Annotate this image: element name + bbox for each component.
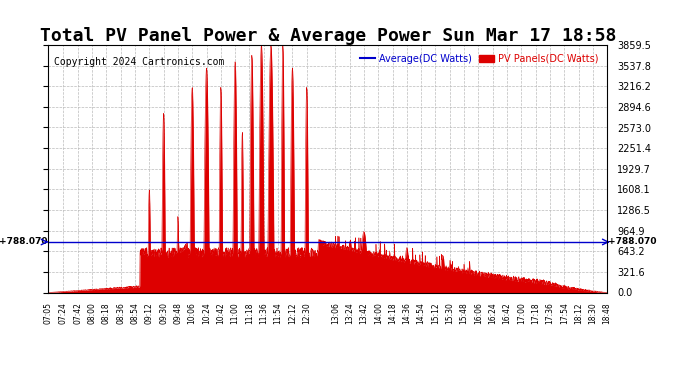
Text: +788.070: +788.070 (608, 237, 656, 246)
Title: Total PV Panel Power & Average Power Sun Mar 17 18:58: Total PV Panel Power & Average Power Sun… (39, 27, 616, 45)
Legend: Average(DC Watts), PV Panels(DC Watts): Average(DC Watts), PV Panels(DC Watts) (357, 50, 602, 68)
Text: Copyright 2024 Cartronics.com: Copyright 2024 Cartronics.com (54, 57, 224, 68)
Text: +788.070: +788.070 (0, 237, 48, 246)
